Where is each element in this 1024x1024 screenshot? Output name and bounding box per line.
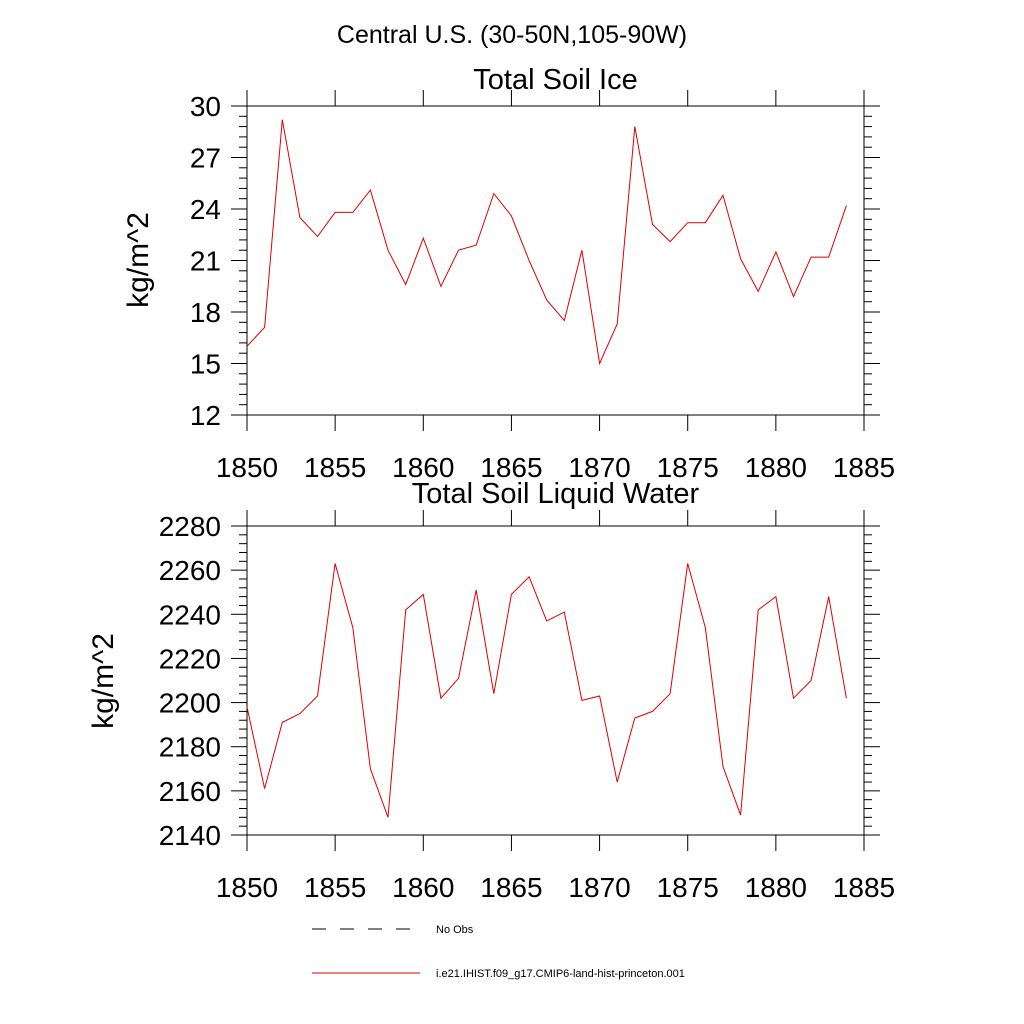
x-tick-label: 1885 [833,872,895,903]
y-tick-label: 24 [190,194,221,225]
series-line-1-0 [246,563,847,818]
x-tick-label: 1885 [833,452,895,483]
y-axis-label-0: kg/m^2 [122,212,155,308]
panel-soil-ice: Total Soil Ice kg/m^2 1850 1855 1860 1865 1870… [122,64,895,483]
x-tick-label: 1855 [304,452,366,483]
panel-title-1: Total Soil Liquid Water [412,478,700,510]
y-tick-label: 2220 [159,643,221,674]
x-tick-label: 1875 [657,872,719,903]
page-title: Central U.S. (30-50N,105-90W) [337,21,687,49]
y-tick-label: 27 [190,143,221,174]
legend-label-no-obs: No Obs [436,924,474,936]
y-tick-label: 2160 [159,776,221,807]
x-tick-label: 1865 [480,452,542,483]
y-tick-label: 2240 [159,599,221,630]
y-tick-label: 30 [190,91,221,122]
x-tick-label: 1880 [745,452,807,483]
y-tick-label: 2260 [159,555,221,586]
panel-title-0: Total Soil Ice [473,64,637,96]
x-tick-label: 1860 [392,452,454,483]
y-tick-label: 2140 [159,820,221,851]
x-tick-label: 1855 [304,872,366,903]
y-tick-label: 2280 [159,511,221,542]
panel-soil-liquid-water: Total Soil Liquid Water kg/m^2 1850 1855 186… [87,478,895,903]
x-tick-label: 1870 [568,872,630,903]
y-tick-label: 2200 [159,688,221,719]
x-tick-label: 1880 [745,872,807,903]
legend-label-model-run: i.e21.IHIST.f09_g17.CMIP6-land-hist-prin… [436,968,685,980]
plot-frame-1 [246,525,865,836]
y-tick-label: 21 [190,246,221,277]
x-tick-label: 1850 [216,872,278,903]
y-tick-label: 15 [190,349,221,380]
y-axis-label-1: kg/m^2 [87,633,120,729]
x-tick-label: 1875 [657,452,719,483]
y-tick-label: 12 [190,400,221,431]
legend: No Obs i.e21.IHIST.f09_g17.CMIP6-land-hi… [312,924,685,980]
x-tick-label: 1870 [568,452,630,483]
y-tick-label: 2180 [159,732,221,763]
plot-frame-0 [246,105,865,416]
series-line-0-0 [246,119,847,366]
x-tick-label: 1865 [480,872,542,903]
x-tick-label: 1860 [392,872,454,903]
y-tick-label: 18 [190,297,221,328]
x-tick-label: 1850 [216,452,278,483]
